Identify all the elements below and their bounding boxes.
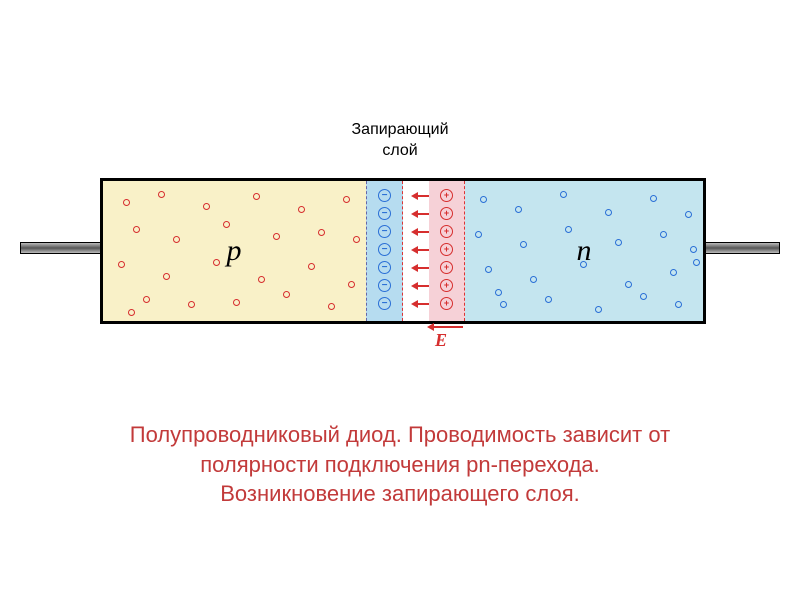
positive-ion: +	[440, 279, 453, 292]
depletion-positive-ions: + + + + + + +	[429, 181, 465, 321]
electron-particle	[650, 195, 657, 202]
negative-ion: −	[378, 225, 391, 238]
electron-particle	[675, 301, 682, 308]
positive-ion: +	[440, 225, 453, 238]
electron-particle	[475, 231, 482, 238]
positive-ion: +	[440, 207, 453, 220]
hole-particle	[118, 261, 125, 268]
electron-particle	[595, 306, 602, 313]
hole-particle	[213, 259, 220, 266]
positive-ion: +	[440, 189, 453, 202]
electron-particle	[500, 301, 507, 308]
electron-particle	[480, 196, 487, 203]
electron-particle	[640, 293, 647, 300]
electric-field-arrow-icon	[433, 326, 463, 328]
electric-field-symbol: E⃗	[435, 330, 461, 350]
electron-particle	[530, 276, 537, 283]
diagram-container: Запирающий слой p −−−−−−− +++++++ n E⃗	[80, 120, 720, 328]
electron-particle	[615, 239, 622, 246]
electron-particle	[660, 231, 667, 238]
top-label-line1: Запирающий	[352, 121, 449, 138]
negative-ion: −	[378, 297, 391, 310]
electron-particle	[565, 226, 572, 233]
electron-particle	[690, 246, 697, 253]
hole-particle	[223, 221, 230, 228]
negative-ion: −	[378, 207, 391, 220]
n-region: n	[465, 181, 703, 321]
depletion-field-arrows	[403, 181, 429, 321]
depletion-zone: − − − − − − − + + + + + + +	[366, 181, 465, 321]
hole-particle	[343, 196, 350, 203]
hole-particle	[163, 273, 170, 280]
electron-particle	[670, 269, 677, 276]
p-region: p	[103, 181, 366, 321]
diode-diagram: p −−−−−−− +++++++ n E⃗	[80, 168, 720, 328]
electron-particle	[545, 296, 552, 303]
diode-body: p − − − − − − − + + + + + + + n	[100, 178, 706, 324]
electron-particle	[580, 261, 587, 268]
positive-ion: +	[440, 261, 453, 274]
depletion-negative-ions: − − − − − − −	[366, 181, 403, 321]
hole-particle	[308, 263, 315, 270]
hole-particle	[173, 236, 180, 243]
hole-particle	[123, 199, 130, 206]
caption: Полупроводниковый диод. Проводимость зав…	[0, 420, 800, 509]
caption-line3: Возникновение запирающего слоя.	[220, 481, 579, 506]
wire-right	[698, 242, 780, 254]
electron-particle	[605, 209, 612, 216]
positive-ion: +	[440, 243, 453, 256]
electron-particle	[520, 241, 527, 248]
electron-particle	[560, 191, 567, 198]
electron-particle	[515, 206, 522, 213]
depletion-layer-label: Запирающий слой	[80, 120, 720, 162]
wire-left	[20, 242, 102, 254]
hole-particle	[348, 281, 355, 288]
electron-particle	[685, 211, 692, 218]
hole-particle	[233, 299, 240, 306]
caption-line2: полярности подключения pn-перехода.	[200, 452, 600, 477]
hole-particle	[353, 236, 360, 243]
hole-particle	[258, 276, 265, 283]
hole-particle	[298, 206, 305, 213]
positive-ion: +	[440, 297, 453, 310]
p-region-label: p	[227, 234, 242, 268]
caption-line1: Полупроводниковый диод. Проводимость зав…	[130, 422, 670, 447]
electron-particle	[485, 266, 492, 273]
hole-particle	[143, 296, 150, 303]
hole-particle	[273, 233, 280, 240]
hole-particle	[253, 193, 260, 200]
negative-ion: −	[378, 261, 391, 274]
negative-ion: −	[378, 279, 391, 292]
hole-particle	[328, 303, 335, 310]
electron-particle	[625, 281, 632, 288]
electron-particle	[693, 259, 700, 266]
hole-particle	[128, 309, 135, 316]
hole-particle	[203, 203, 210, 210]
electric-field-label: E⃗	[428, 326, 468, 351]
hole-particle	[188, 301, 195, 308]
hole-particle	[133, 226, 140, 233]
electron-particle	[495, 289, 502, 296]
hole-particle	[283, 291, 290, 298]
top-label-line2: слой	[382, 142, 417, 159]
negative-ion: −	[378, 243, 391, 256]
hole-particle	[158, 191, 165, 198]
hole-particle	[318, 229, 325, 236]
negative-ion: −	[378, 189, 391, 202]
